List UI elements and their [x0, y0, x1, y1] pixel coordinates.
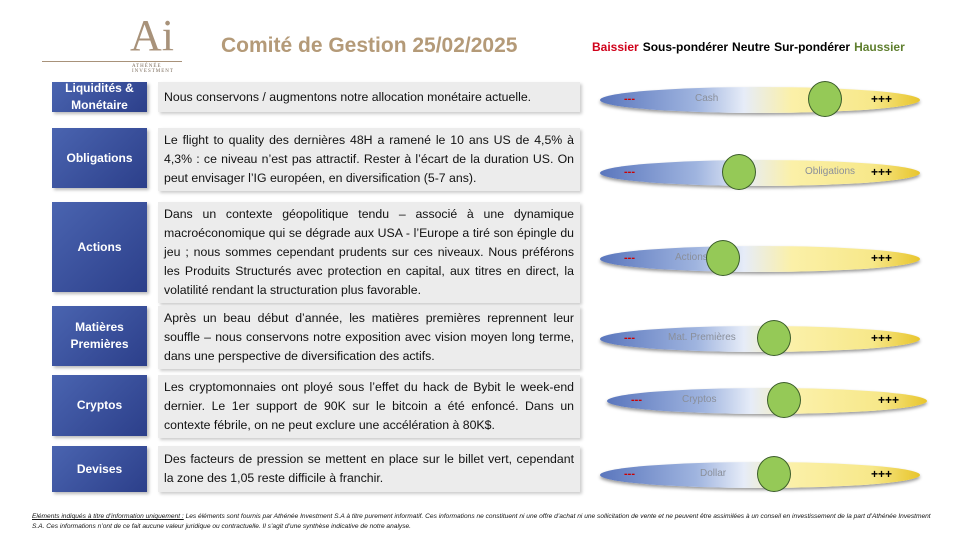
asset-comment-text: Après un beau début d’année, les matière…	[164, 311, 574, 363]
position-marker	[721, 154, 756, 190]
logo: Ai ATHÉNÉE INVESTMENT	[42, 11, 182, 74]
bullish-mark: +++	[870, 331, 892, 345]
bullish-mark: +++	[870, 251, 892, 265]
sentiment-gauge: --- Cash +++	[600, 81, 920, 117]
asset-comment: Les cryptomonnaies ont ployé sous l’effe…	[158, 375, 580, 438]
logo-divider	[42, 61, 182, 62]
position-marker	[756, 456, 791, 492]
asset-comment: Dans un contexte géopolitique tendu – as…	[158, 202, 580, 303]
bullish-mark: +++	[870, 467, 892, 481]
asset-comment: Le flight to quality des dernières 48H a…	[158, 128, 580, 191]
sentiment-gauge: --- Actions +++	[600, 240, 920, 276]
gauge-label: Dollar	[700, 468, 727, 479]
position-marker	[756, 320, 791, 356]
legend-item: Sur-pondérer	[774, 40, 851, 54]
gauge-label: Actions	[675, 252, 708, 263]
sentiment-gauge: --- Obligations +++	[600, 154, 920, 190]
legend-item: Sous-pondérer	[642, 40, 729, 54]
logo-mark: Ai	[130, 11, 174, 60]
asset-label: Cryptos	[52, 375, 147, 436]
bearish-mark: ---	[631, 394, 642, 406]
asset-label: Devises	[52, 446, 147, 492]
legend-item: Haussier	[854, 40, 905, 54]
bearish-mark: ---	[624, 166, 635, 178]
disclaimer-lead: Eléments indiqués à titre d’information …	[32, 513, 184, 520]
sentiment-gauge: --- Mat. Premières +++	[600, 320, 920, 356]
asset-comment: Après un beau début d’année, les matière…	[158, 306, 580, 369]
asset-label: Liquidités & Monétaire	[52, 81, 147, 112]
asset-comment-text: Les cryptomonnaies ont ployé sous l’effe…	[164, 380, 574, 432]
gauge-label: Obligations	[805, 166, 856, 177]
legend-item: Neutre	[732, 40, 771, 54]
position-marker	[705, 240, 740, 276]
asset-label: Matières Premières	[52, 306, 147, 366]
legend: Baissier Sous-pondérer Neutre Sur-pondérer H…	[592, 40, 909, 54]
bearish-mark: ---	[624, 468, 635, 480]
bearish-mark: ---	[624, 332, 635, 344]
disclaimer: Eléments indiqués à titre d’information …	[32, 512, 942, 532]
position-marker	[808, 81, 842, 117]
asset-comment-text: Dans un contexte géopolitique tendu – as…	[164, 207, 574, 297]
asset-comment-text: Des facteurs de pression se mettent en p…	[164, 452, 574, 485]
position-marker	[767, 382, 801, 418]
asset-label: Obligations	[52, 128, 147, 188]
bullish-mark: +++	[870, 92, 892, 106]
asset-comment: Des facteurs de pression se mettent en p…	[158, 446, 580, 492]
bullish-mark: +++	[877, 393, 899, 407]
gauge-label: Cryptos	[682, 394, 717, 405]
disclaimer-text: Les éléments sont fournis par Athénée In…	[32, 513, 931, 530]
logo-name: ATHÉNÉE INVESTMENT	[132, 64, 174, 74]
gauge-label: Cash	[695, 93, 719, 104]
asset-comment-text: Le flight to quality des dernières 48H a…	[164, 133, 574, 185]
bearish-mark: ---	[624, 252, 635, 264]
page-title: Comité de Gestion 25/02/2025	[221, 34, 518, 57]
asset-label: Actions	[52, 202, 147, 292]
bullish-mark: +++	[870, 165, 892, 179]
sentiment-gauge: --- Cryptos +++	[607, 382, 927, 418]
sentiment-gauge: --- Dollar +++	[600, 456, 920, 492]
legend-item: Baissier	[592, 40, 639, 54]
asset-comment: Nous conservons / augmentons notre alloc…	[158, 82, 580, 112]
asset-comment-text: Nous conservons / augmentons notre alloc…	[164, 89, 532, 104]
bearish-mark: ---	[624, 93, 635, 105]
gauge-label: Mat. Premières	[668, 332, 736, 343]
